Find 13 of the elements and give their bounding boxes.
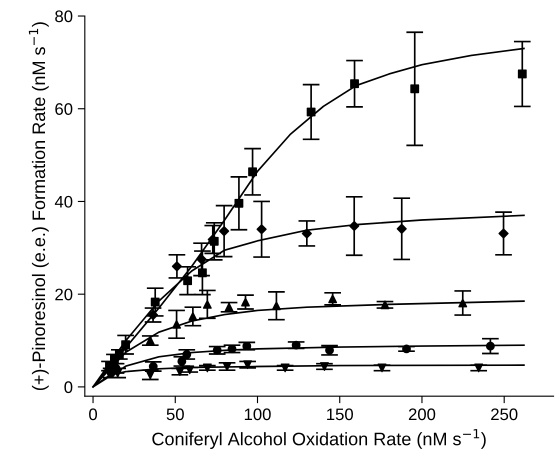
- y-tick-label: 80: [55, 10, 72, 22]
- y-axis-title: (+)-Pinoresinol (e.e.) Formation Rate (nM s$^{−1}$): [28, 22, 49, 390]
- x-tick-label: 250: [491, 408, 518, 420]
- x-tick-label: 0: [89, 408, 98, 420]
- x-tick-label: 50: [166, 408, 184, 420]
- y-tick-label: 60: [55, 103, 72, 115]
- y-tick-label: 40: [54, 196, 72, 208]
- y-tick-label: 20: [55, 288, 72, 300]
- x-tick-label: 150: [327, 408, 353, 420]
- x-axis-title: Coniferyl Alcohol Oxidation Rate (nM s$^{−1}$): [152, 429, 486, 449]
- x-tick-label: 100: [244, 408, 271, 420]
- x-tick-label: 200: [408, 408, 436, 420]
- y-tick-label: 0: [64, 381, 72, 394]
